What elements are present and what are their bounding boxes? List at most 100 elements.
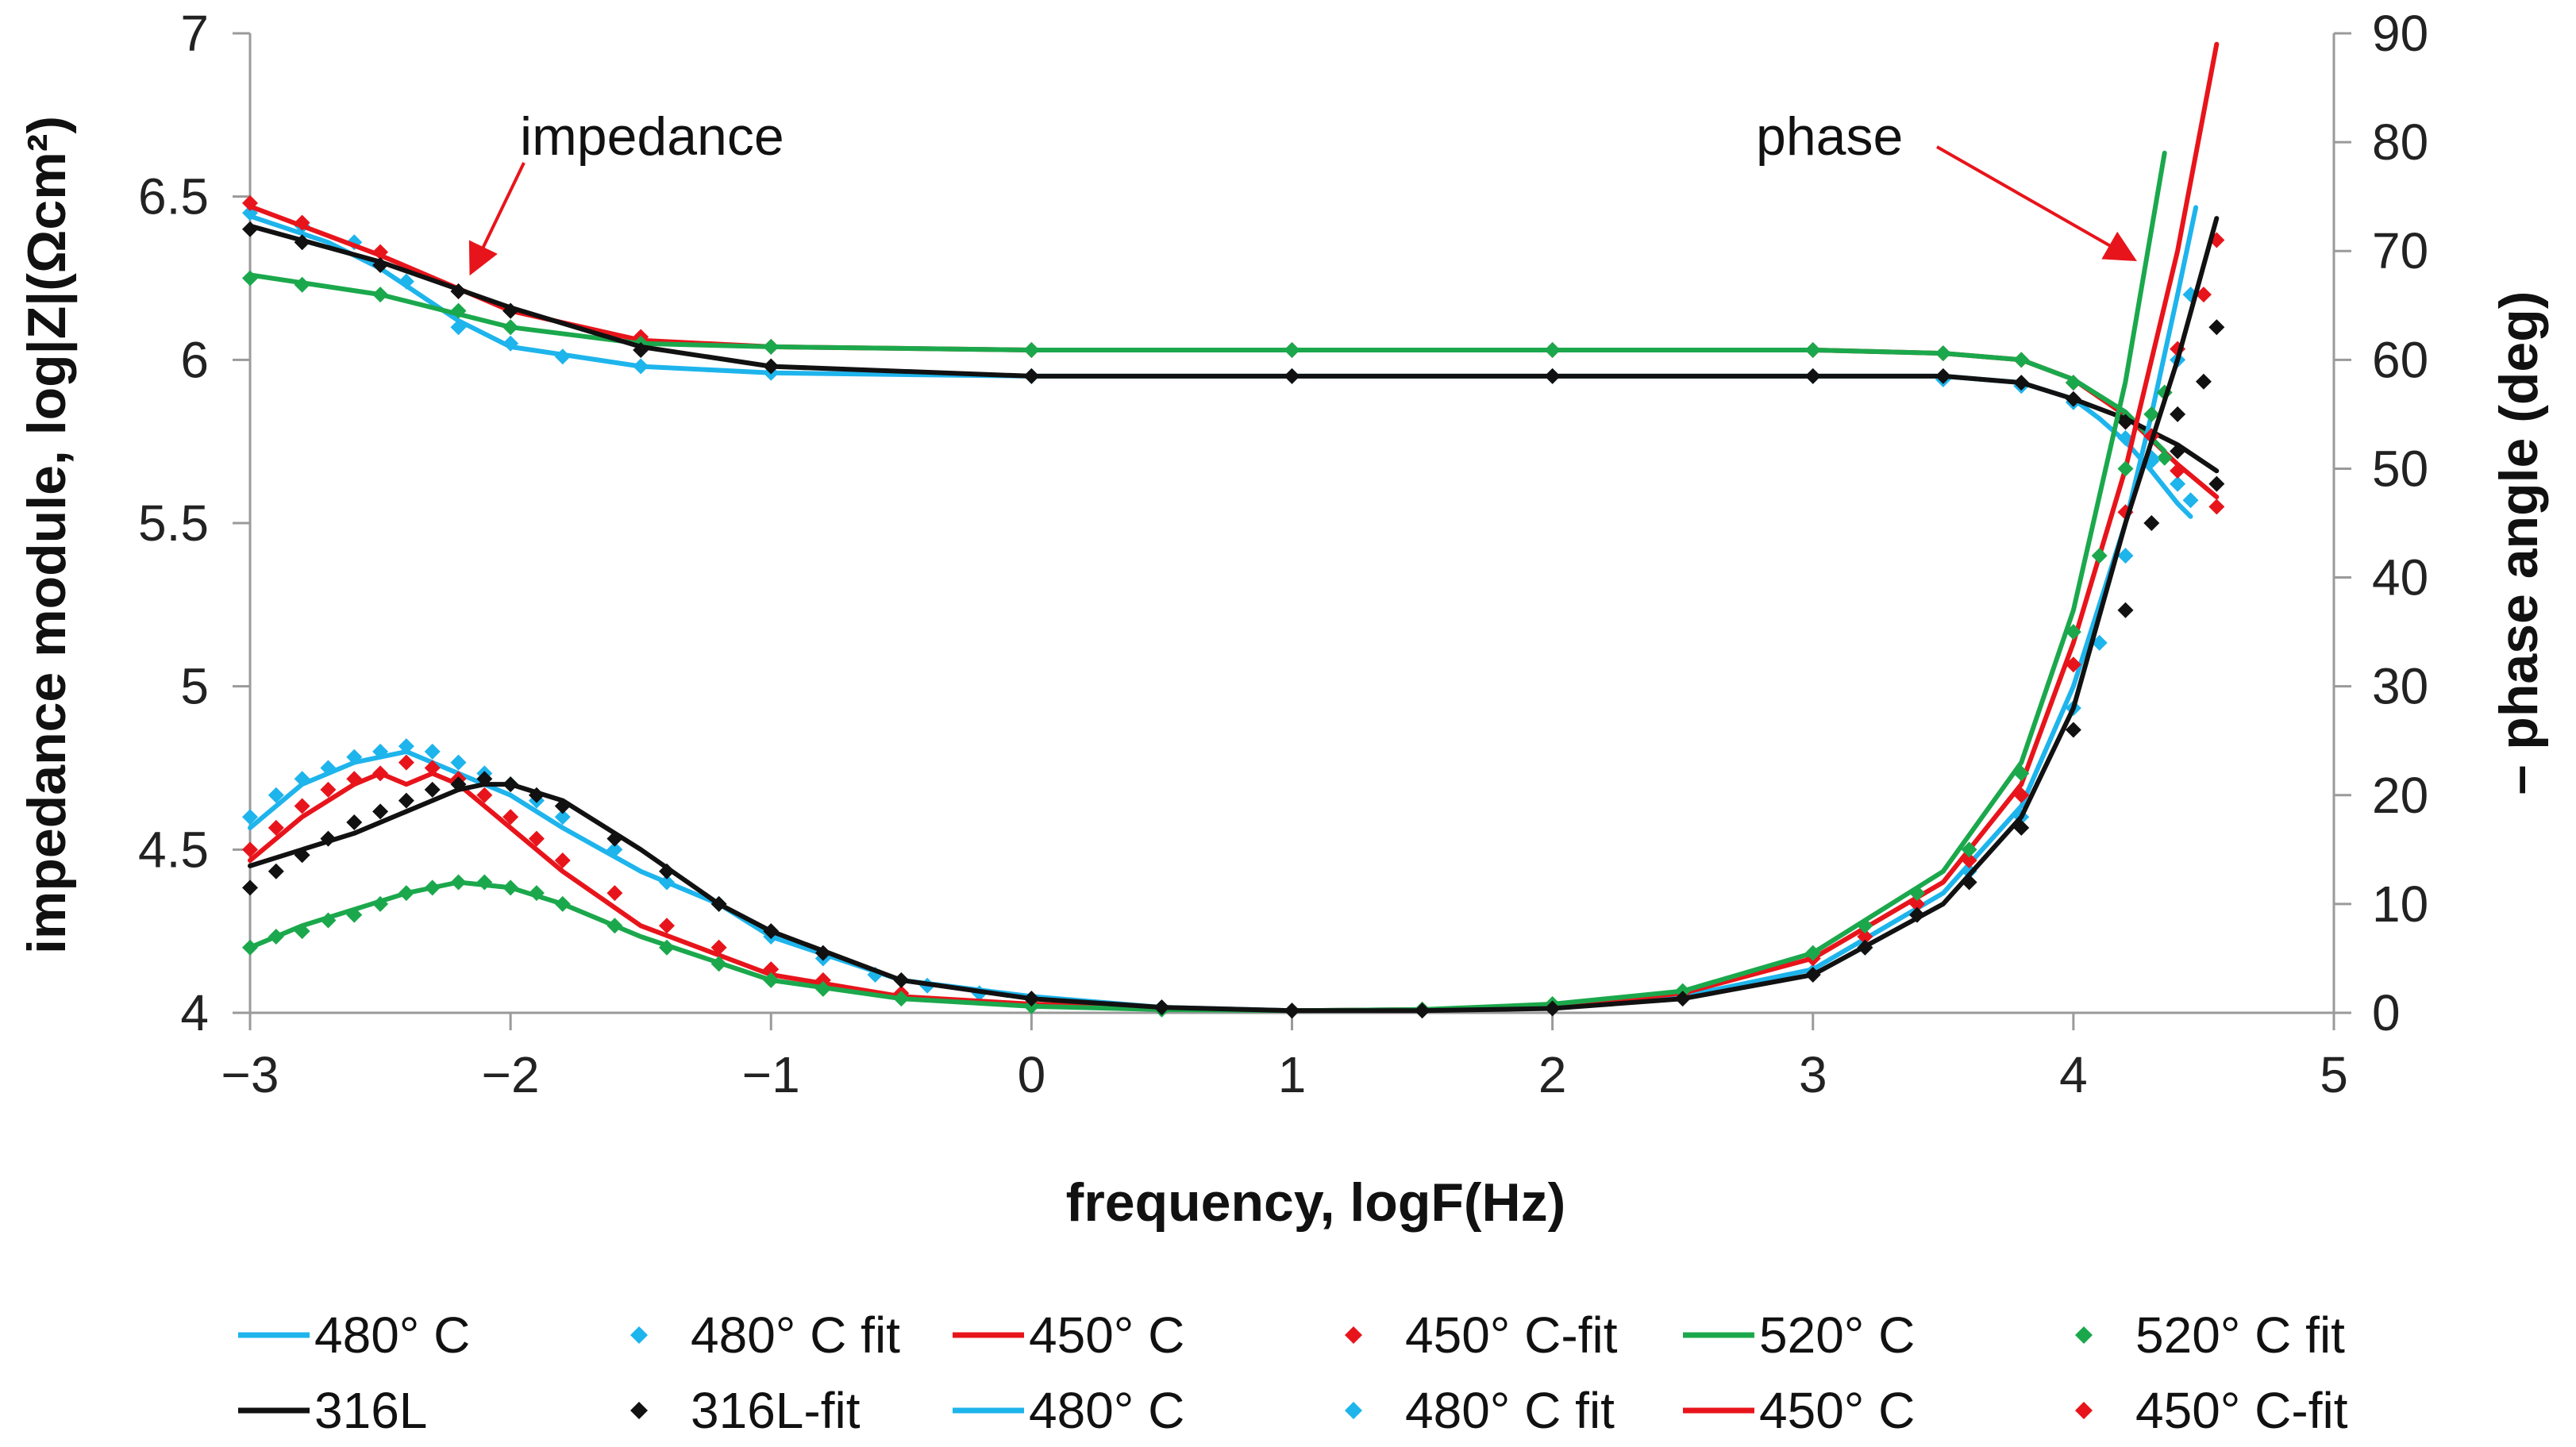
series-point	[268, 863, 284, 879]
series-point	[1284, 341, 1300, 358]
series-point	[424, 760, 441, 776]
series-point	[424, 781, 441, 798]
series-point	[450, 302, 467, 319]
legend-item: 316L	[238, 1382, 427, 1439]
series-line	[248, 214, 2193, 519]
series-point	[450, 776, 467, 793]
series-point	[763, 972, 780, 988]
plot-series	[242, 41, 2225, 1019]
series-point	[502, 302, 519, 319]
series-point	[1023, 991, 1040, 1007]
y-tick-label: 4	[180, 984, 209, 1041]
x-tick-label: 4	[2059, 1046, 2088, 1103]
series-point	[1544, 341, 1561, 358]
series-point	[294, 771, 310, 787]
series-line	[248, 150, 2167, 1014]
series-point	[2170, 443, 2186, 460]
series-point	[2065, 656, 2081, 673]
legend-item: 520° C	[1683, 1307, 1915, 1364]
series-point	[2117, 414, 2134, 430]
series-point	[502, 879, 519, 896]
legend-item: 450° C-fit	[1345, 1307, 1618, 1364]
series-point	[2170, 406, 2186, 422]
legend: 480° C 480° C fit 450° C 450° C-fit 520° C 52…	[238, 1307, 2348, 1439]
y2-tick-label: 10	[2372, 876, 2428, 933]
series-point	[2013, 375, 2030, 391]
series-point	[1935, 345, 1951, 362]
series-point	[1857, 918, 1873, 934]
series-point	[2065, 624, 2081, 641]
series-point	[502, 809, 519, 825]
y2-tick-label: 80	[2372, 114, 2428, 171]
series-point	[2013, 352, 2030, 368]
series-point	[2170, 463, 2186, 479]
series-point	[2170, 475, 2186, 492]
annotation-phase-label: phase	[1756, 106, 1903, 167]
series-point	[372, 803, 389, 820]
series-point	[1961, 841, 1977, 858]
series-point	[1023, 341, 1040, 358]
series-point	[814, 972, 831, 988]
series-point	[814, 980, 831, 997]
series-point	[1284, 368, 1300, 384]
series-phase-15	[242, 319, 2225, 1019]
series-point	[320, 830, 337, 847]
series-point	[346, 814, 363, 831]
legend-label: 450° C-fit	[1405, 1307, 1618, 1364]
y2-tick-label: 0	[2372, 984, 2401, 1041]
series-point	[554, 809, 571, 825]
series-point	[2182, 492, 2199, 509]
series-point	[633, 358, 649, 375]
series-point	[1544, 368, 1561, 384]
legend-marker-swatch	[630, 1402, 648, 1419]
y-tick-label: 6	[180, 331, 209, 388]
series-point	[2065, 391, 2081, 407]
series-point	[1544, 1000, 1561, 1017]
series-phase-8	[248, 205, 2199, 1014]
series-point	[2195, 373, 2212, 390]
series-impedance-7	[242, 221, 2225, 492]
series-point	[294, 214, 310, 231]
series-point	[242, 939, 258, 956]
series-point	[1909, 906, 1925, 923]
series-point	[528, 885, 545, 902]
x-axis-title: frequency, logF(Hz)	[1066, 1172, 1566, 1233]
y-axis-left-title: impedance module, log|Z|(Ωcm²)	[17, 116, 78, 954]
series-point	[372, 765, 389, 782]
x-tick-label: −1	[742, 1046, 800, 1103]
series-point	[450, 874, 467, 891]
series-point	[1674, 991, 1691, 1007]
legend-label: 450° C-fit	[2135, 1382, 2348, 1439]
series-point	[606, 885, 623, 902]
series-point	[2013, 787, 2030, 803]
y2-tick-label: 60	[2372, 331, 2428, 388]
series-point	[294, 847, 310, 864]
y2-tick-label: 70	[2372, 222, 2428, 279]
series-point	[346, 749, 363, 765]
series-point	[710, 895, 727, 912]
x-tick-label: 3	[1799, 1046, 1827, 1103]
legend-label: 480° C fit	[1405, 1382, 1615, 1439]
series-point	[398, 792, 414, 809]
series-point	[528, 830, 545, 847]
series-point	[1804, 341, 1821, 358]
y-tick-label: 6.5	[138, 168, 209, 225]
series-phase-10	[248, 41, 2220, 1014]
series-point	[659, 918, 675, 934]
series-point	[2208, 475, 2225, 492]
series-point	[502, 335, 519, 352]
series-point	[1857, 939, 1873, 956]
y-tick-label: 7	[180, 5, 209, 62]
series-point	[242, 841, 258, 858]
series-point	[554, 798, 571, 814]
legend-item: 480° C	[238, 1307, 470, 1364]
series-point	[1909, 895, 1925, 912]
x-tick-label: 5	[2320, 1046, 2348, 1103]
legend-item: 450° C-fit	[2075, 1382, 2348, 1439]
x-tick-label: 1	[1278, 1046, 1307, 1103]
legend-marker-swatch	[630, 1326, 648, 1344]
series-point	[606, 830, 623, 847]
series-point	[763, 338, 780, 355]
series-point	[2143, 515, 2160, 531]
series-point	[1961, 852, 1977, 869]
